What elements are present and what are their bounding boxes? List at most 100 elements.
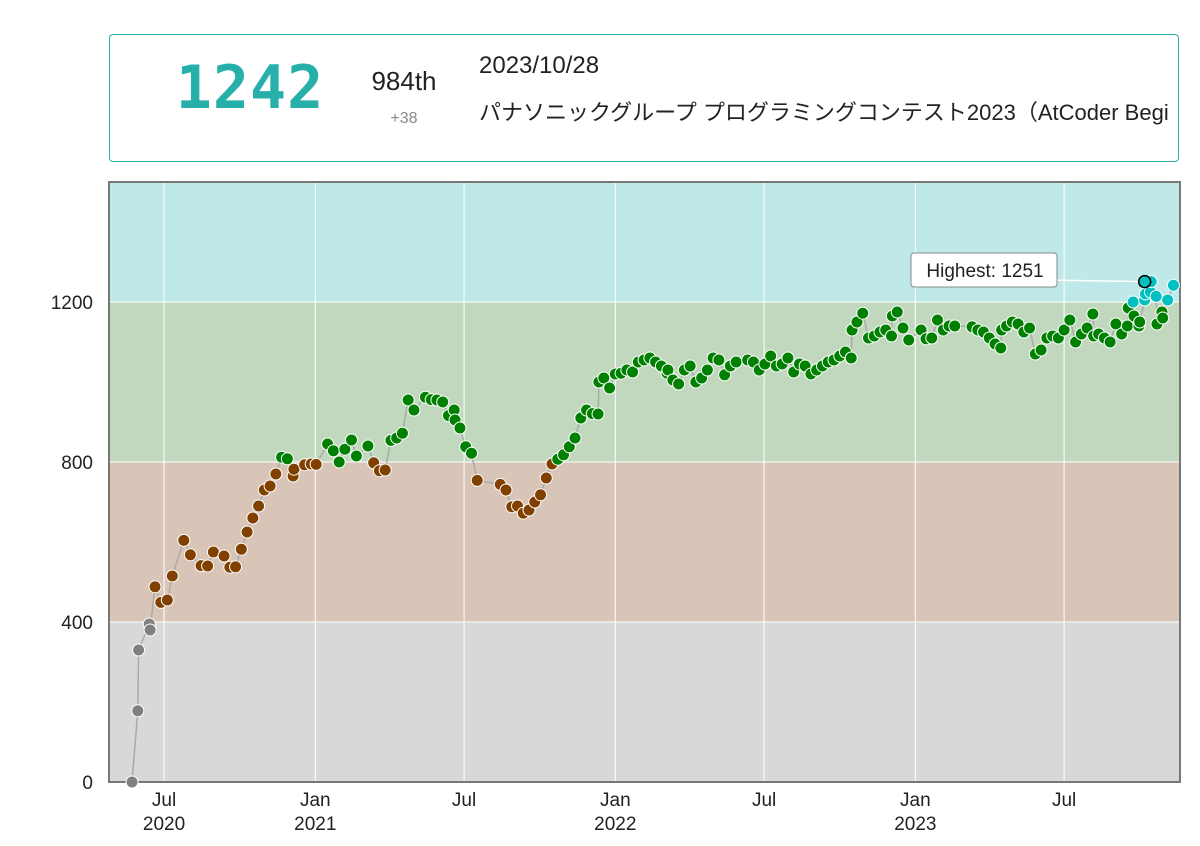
data-point-1 [131, 704, 145, 718]
data-point-37 [361, 439, 375, 453]
y-axis-labels: 0 400 800 1200 [51, 293, 93, 794]
contest-status-box [109, 34, 1179, 162]
data-point-108 [781, 351, 795, 365]
data-point-152 [1034, 343, 1048, 357]
rating-value: 1242 [175, 53, 325, 123]
data-point-130 [896, 321, 910, 335]
data-point-157 [1063, 313, 1077, 327]
data-point-34 [338, 442, 352, 456]
data-point-97 [712, 353, 726, 367]
band-0 [109, 622, 1180, 782]
data-point-178 [1149, 289, 1163, 303]
data-point-134 [925, 331, 939, 345]
data-point-65 [539, 471, 553, 485]
x-tick-month-6: Jul [1052, 790, 1076, 811]
data-point-14 [217, 549, 231, 563]
rating-diff: +38 [390, 110, 418, 127]
data-point-58 [499, 483, 513, 497]
data-point-44 [401, 393, 415, 407]
data-point-119 [844, 351, 858, 365]
highest-point-marker [1137, 274, 1152, 289]
data-point-9 [177, 533, 191, 547]
x-tick-month-5: Jan [900, 790, 931, 811]
data-point-127 [884, 329, 898, 343]
data-point-25 [280, 452, 294, 466]
data-point-12 [201, 559, 215, 573]
data-point-20 [252, 499, 266, 513]
data-point-182 [1161, 293, 1175, 307]
data-point-5 [148, 580, 162, 594]
data-point-181 [1156, 311, 1170, 325]
data-point-183 [1166, 278, 1180, 292]
data-point-150 [1023, 321, 1037, 335]
data-point-122 [856, 306, 870, 320]
data-point-30 [309, 457, 323, 471]
data-point-8 [165, 569, 179, 583]
data-point-105 [764, 349, 778, 363]
data-point-64 [534, 488, 548, 502]
contest-name[interactable]: パナソニックグループ プログラミングコンテスト2023（AtCoder Begi… [479, 100, 1169, 125]
chart-grid [109, 182, 1180, 782]
data-point-74 [591, 407, 605, 421]
data-point-33 [332, 455, 346, 469]
data-point-138 [948, 319, 962, 333]
data-point-170 [1126, 295, 1140, 309]
plot-frame [108, 181, 1181, 783]
highest-label: Highest: 1251 [926, 261, 1043, 282]
data-point-55 [464, 446, 478, 460]
data-point-4 [143, 623, 157, 637]
band-1 [109, 462, 1180, 622]
data-point-92 [683, 359, 697, 373]
x-tick-year-1: 2021 [294, 814, 336, 835]
x-tick-year-5: 2023 [894, 814, 936, 835]
data-point-161 [1086, 307, 1100, 321]
data-point-56 [470, 473, 484, 487]
highest-label-box [910, 252, 1058, 288]
data-point-18 [240, 525, 254, 539]
y-tick-label-0: 0 [82, 773, 93, 794]
data-point-16 [229, 560, 243, 574]
data-point-135 [931, 313, 945, 327]
data-point-0 [125, 775, 139, 789]
rating-series [125, 275, 1180, 789]
x-tick-month-2: Jul [452, 790, 476, 811]
data-point-173 [1133, 315, 1147, 329]
data-point-53 [453, 421, 467, 435]
rank-value: 984th [371, 66, 437, 96]
x-tick-month-4: Jul [752, 790, 776, 811]
data-point-17 [234, 542, 248, 556]
highest-annotation: Highest: 1251 [910, 252, 1152, 289]
data-point-45 [407, 403, 421, 417]
data-point-77 [603, 381, 617, 395]
data-point-2 [132, 643, 146, 657]
highest-connector [1044, 279, 1145, 283]
data-point-35 [344, 433, 358, 447]
data-point-100 [729, 355, 743, 369]
data-point-81 [626, 365, 640, 379]
data-point-70 [568, 431, 582, 445]
x-tick-month-3: Jan [600, 790, 631, 811]
data-point-156 [1057, 323, 1071, 337]
x-axis-labels: Jul 2020 Jan 2021 Jul Jan 2022 Jul Jan 2023 Jul [143, 790, 1076, 835]
data-point-49 [436, 395, 450, 409]
y-tick-label-1: 400 [61, 613, 93, 634]
data-point-32 [326, 444, 340, 458]
data-point-165 [1103, 335, 1117, 349]
data-point-76 [597, 371, 611, 385]
data-point-7 [160, 593, 174, 607]
data-point-144 [994, 341, 1008, 355]
y-tick-label-3: 1200 [51, 293, 93, 314]
contest-date: 2023/10/28 [479, 52, 600, 79]
x-tick-month-1: Jan [300, 790, 331, 811]
y-tick-label-2: 800 [61, 453, 93, 474]
data-point-36 [349, 449, 363, 463]
data-point-19 [246, 511, 260, 525]
data-point-43 [395, 426, 409, 440]
x-tick-year-3: 2022 [594, 814, 636, 835]
data-point-23 [269, 467, 283, 481]
data-point-129 [890, 305, 904, 319]
data-point-90 [672, 377, 686, 391]
data-point-22 [263, 479, 277, 493]
x-tick-month-0: Jul [152, 790, 176, 811]
